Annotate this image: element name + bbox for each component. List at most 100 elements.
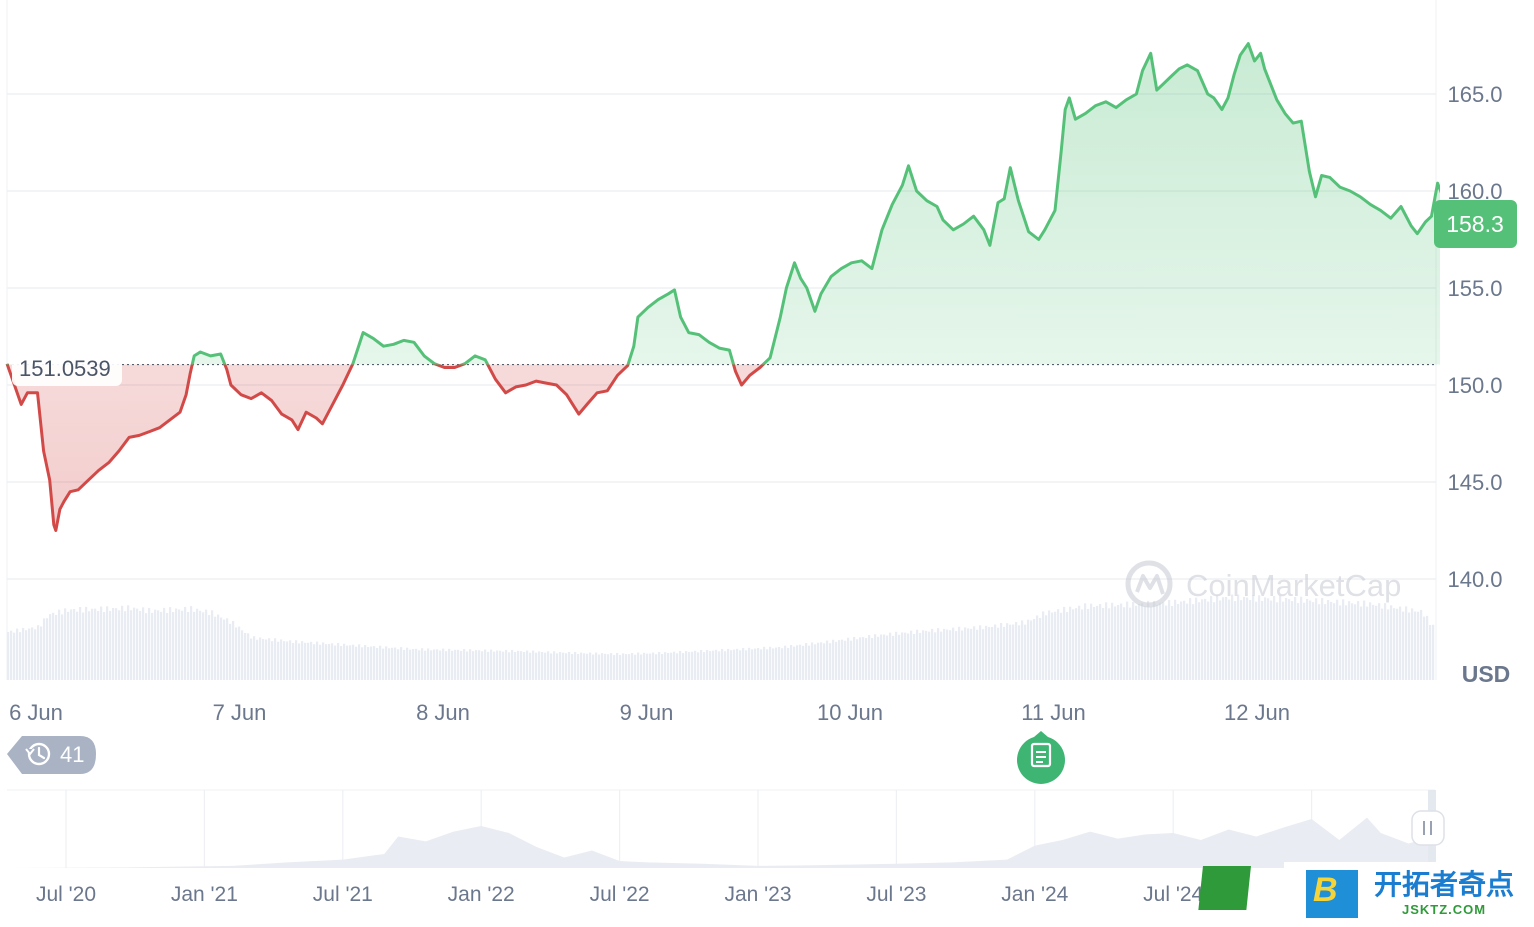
volume-bar xyxy=(1429,624,1432,680)
volume-bar xyxy=(220,617,223,680)
volume-bar xyxy=(544,652,547,680)
volume-bar xyxy=(1045,615,1048,680)
volume-bar xyxy=(1048,610,1051,680)
volume-bar xyxy=(286,641,289,680)
volume-bar xyxy=(1204,598,1207,680)
volume-bar xyxy=(1183,600,1186,680)
volume-bar xyxy=(112,608,115,680)
y-tick-label: 165.0 xyxy=(1447,82,1502,107)
volume-bar xyxy=(1351,603,1354,680)
volume-bar xyxy=(1354,604,1357,680)
volume-bar xyxy=(442,648,445,680)
volume-bar xyxy=(613,654,616,680)
volume-bar xyxy=(949,630,952,680)
volume-bar xyxy=(634,654,637,680)
news-event-marker[interactable] xyxy=(1016,731,1065,784)
volume-bar xyxy=(1303,602,1306,680)
volume-bar xyxy=(484,649,487,680)
volume-bar xyxy=(97,611,100,680)
volume-bar xyxy=(871,638,874,680)
volume-bar xyxy=(322,642,325,680)
volume-bar xyxy=(496,650,499,680)
volume-bar xyxy=(1393,608,1396,680)
volume-bar xyxy=(1234,601,1237,680)
volume-bar xyxy=(256,639,259,680)
volume-bar xyxy=(1102,608,1105,680)
volume-bar xyxy=(352,644,355,680)
volume-bar xyxy=(1411,608,1414,680)
volume-bar xyxy=(1210,596,1213,680)
volume-bar xyxy=(1426,615,1429,680)
volume-bar xyxy=(772,648,775,680)
volume-bar xyxy=(211,610,214,680)
navigator-handle[interactable] xyxy=(1411,810,1445,846)
volume-bar xyxy=(1396,608,1399,680)
volume-bar xyxy=(715,649,718,680)
volume-bar xyxy=(739,650,742,680)
volume-bar xyxy=(934,632,937,680)
volume-bar xyxy=(1063,606,1066,680)
volume-bar xyxy=(469,649,472,680)
volume-bar xyxy=(1231,594,1234,680)
volume-bar xyxy=(703,652,706,680)
volume-bar xyxy=(694,650,697,680)
volume-bar xyxy=(904,632,907,680)
volume-bar xyxy=(961,630,964,680)
volume-bar xyxy=(1165,605,1168,680)
volume-bar xyxy=(1261,600,1264,680)
volume-bar xyxy=(775,647,778,680)
volume-bar xyxy=(628,654,631,680)
volume-bar xyxy=(697,652,700,680)
volume-bar xyxy=(31,627,34,680)
volume-bar xyxy=(1363,600,1366,680)
volume-bar xyxy=(883,634,886,680)
events-count-badge[interactable]: 41 xyxy=(7,736,96,774)
volume-bar xyxy=(970,628,973,680)
volume-bar xyxy=(1318,604,1321,680)
volume-bar xyxy=(91,608,94,680)
volume-bar xyxy=(19,632,22,680)
volume-bar xyxy=(481,651,484,680)
volume-bar xyxy=(37,625,40,680)
volume-bar xyxy=(1147,600,1150,680)
volume-bar xyxy=(373,646,376,680)
volume-bar xyxy=(1297,603,1300,680)
volume-bar xyxy=(493,651,496,680)
volume-bar xyxy=(46,618,49,680)
history-icon-arrow xyxy=(25,748,35,756)
navigator[interactable]: Jul '20 Jan '21 Jul '21 Jan '22 Jul '22 Jan '… xyxy=(7,789,1445,906)
volume-bar xyxy=(130,610,133,680)
volume-bar xyxy=(550,653,553,680)
volume-bar xyxy=(859,637,862,680)
volume-bar xyxy=(835,641,838,680)
volume-bar xyxy=(727,648,730,680)
volume-bar xyxy=(1051,612,1054,680)
navigator-tick-label: Jul '20 xyxy=(36,883,96,906)
current-price-bg xyxy=(1434,199,1517,248)
volume-bar xyxy=(1000,623,1003,680)
volume-bar xyxy=(1414,611,1417,680)
volume-bar xyxy=(583,653,586,680)
volume-bar xyxy=(649,653,652,680)
volume-bar xyxy=(454,649,457,680)
volume-bar xyxy=(709,651,712,680)
volume-bar xyxy=(922,630,925,680)
volume-bar xyxy=(106,606,109,680)
volume-bar xyxy=(616,652,619,680)
volume-bar xyxy=(1156,605,1159,680)
corner-logo-icon-back xyxy=(1306,870,1358,918)
volume-bar xyxy=(643,652,646,680)
baseline-label-bg xyxy=(12,352,122,386)
volume-bar xyxy=(250,638,253,680)
volume-bar xyxy=(1348,601,1351,680)
volume-bar xyxy=(385,646,388,680)
coinmarketcap-watermark: CoinMarketCap xyxy=(1125,560,1401,608)
volume-bar xyxy=(1150,606,1153,680)
volume-bar xyxy=(847,637,850,680)
volume-bar xyxy=(586,653,589,680)
volume-bar xyxy=(490,649,493,680)
volume-bar xyxy=(430,650,433,680)
volume-bar xyxy=(670,652,673,680)
volume-bar xyxy=(826,640,829,680)
